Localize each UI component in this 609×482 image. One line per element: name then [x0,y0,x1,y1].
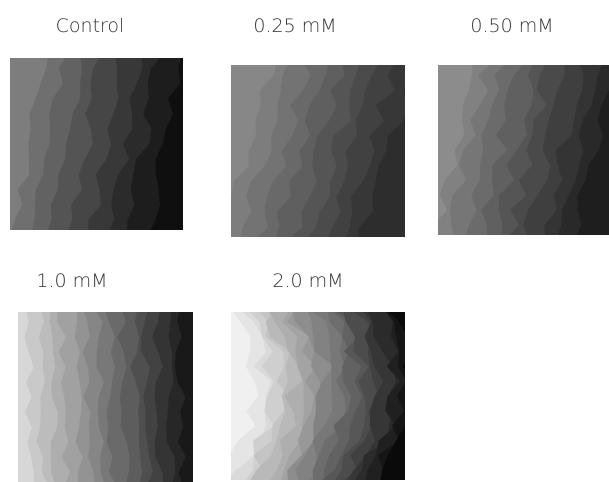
panel-label: 1.0 mM [36,270,107,292]
contour-image [10,53,203,235]
contour-image [18,307,213,482]
page: Control 0.25 mM 0.50 mM 1.0 mM 2.0 mM ((… [0,0,609,482]
figure: Control 0.25 mM 0.50 mM 1.0 mM 2.0 mM [0,0,609,482]
contour-image [215,60,425,242]
panel-label: 0.50 mM [470,15,553,37]
contour-image [222,307,425,482]
panel-label: Control [56,15,125,37]
panel-label: 2.0 mM [272,270,343,292]
panel-label: 0.25 mM [253,15,336,37]
contour-image [433,60,609,240]
